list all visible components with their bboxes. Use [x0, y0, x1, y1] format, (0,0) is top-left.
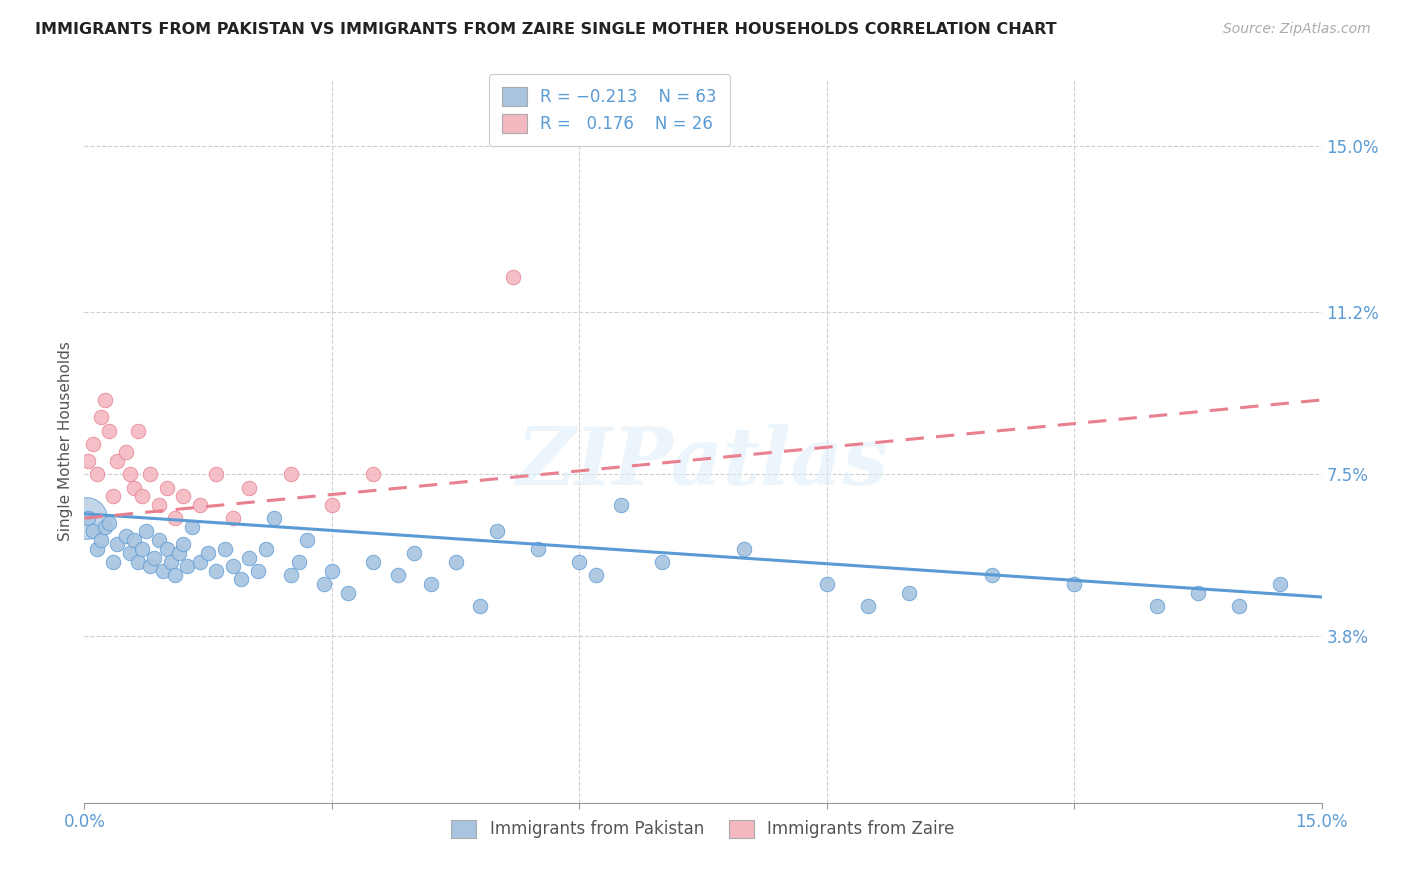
- Point: [77, 454, 100, 468]
- Point: [205, 467, 228, 482]
- Point: [122, 481, 145, 495]
- Point: [98, 516, 121, 530]
- Point: [280, 467, 302, 482]
- Point: [312, 577, 335, 591]
- Point: [280, 568, 302, 582]
- Point: [148, 533, 170, 547]
- Point: [75, 511, 97, 525]
- Point: [288, 555, 311, 569]
- Point: [419, 577, 441, 591]
- Point: [222, 559, 245, 574]
- Point: [118, 546, 141, 560]
- Text: Source: ZipAtlas.com: Source: ZipAtlas.com: [1223, 22, 1371, 37]
- Point: [733, 541, 755, 556]
- Point: [238, 481, 260, 495]
- Point: [1063, 577, 1085, 591]
- Point: [205, 564, 228, 578]
- Point: [387, 568, 409, 582]
- Point: [180, 520, 202, 534]
- Point: [337, 585, 360, 599]
- Point: [103, 555, 125, 569]
- Point: [585, 568, 607, 582]
- Point: [172, 537, 194, 551]
- Point: [131, 489, 153, 503]
- Point: [197, 546, 219, 560]
- Point: [94, 520, 117, 534]
- Point: [105, 537, 128, 551]
- Point: [229, 573, 252, 587]
- Point: [263, 511, 285, 525]
- Point: [815, 577, 838, 591]
- Point: [98, 424, 121, 438]
- Legend: Immigrants from Pakistan, Immigrants from Zaire: Immigrants from Pakistan, Immigrants fro…: [444, 813, 962, 845]
- Point: [118, 467, 141, 482]
- Point: [82, 436, 104, 450]
- Point: [82, 524, 104, 539]
- Point: [254, 541, 277, 556]
- Text: ZIPatlas: ZIPatlas: [517, 425, 889, 502]
- Point: [321, 498, 343, 512]
- Point: [103, 489, 125, 503]
- Point: [214, 541, 236, 556]
- Point: [90, 410, 112, 425]
- Point: [188, 555, 211, 569]
- Point: [188, 498, 211, 512]
- Point: [86, 541, 108, 556]
- Point: [127, 555, 149, 569]
- Point: [143, 550, 166, 565]
- Point: [1187, 585, 1209, 599]
- Point: [1146, 599, 1168, 613]
- Point: [361, 467, 384, 482]
- Point: [404, 546, 426, 560]
- Point: [152, 564, 174, 578]
- Point: [470, 599, 492, 613]
- Point: [90, 533, 112, 547]
- Point: [568, 555, 591, 569]
- Point: [114, 529, 136, 543]
- Point: [222, 511, 245, 525]
- Text: IMMIGRANTS FROM PAKISTAN VS IMMIGRANTS FROM ZAIRE SINGLE MOTHER HOUSEHOLDS CORRE: IMMIGRANTS FROM PAKISTAN VS IMMIGRANTS F…: [35, 22, 1057, 37]
- Point: [856, 599, 879, 613]
- Point: [114, 445, 136, 459]
- Point: [165, 568, 187, 582]
- Point: [980, 568, 1002, 582]
- Y-axis label: Single Mother Households: Single Mother Households: [58, 342, 73, 541]
- Point: [156, 481, 179, 495]
- Point: [148, 498, 170, 512]
- Point: [131, 541, 153, 556]
- Point: [527, 541, 550, 556]
- Point: [444, 555, 467, 569]
- Point: [135, 524, 157, 539]
- Point: [86, 467, 108, 482]
- Point: [609, 498, 631, 512]
- Point: [77, 511, 100, 525]
- Point: [1227, 599, 1250, 613]
- Point: [361, 555, 384, 569]
- Point: [898, 585, 921, 599]
- Point: [156, 541, 179, 556]
- Point: [485, 524, 508, 539]
- Point: [122, 533, 145, 547]
- Point: [176, 559, 198, 574]
- Point: [167, 546, 190, 560]
- Point: [139, 467, 162, 482]
- Point: [94, 392, 117, 407]
- Point: [160, 555, 183, 569]
- Point: [127, 424, 149, 438]
- Point: [238, 550, 260, 565]
- Point: [651, 555, 673, 569]
- Point: [1270, 577, 1292, 591]
- Point: [172, 489, 194, 503]
- Point: [105, 454, 128, 468]
- Point: [295, 533, 318, 547]
- Point: [321, 564, 343, 578]
- Point: [502, 270, 524, 285]
- Point: [165, 511, 187, 525]
- Point: [246, 564, 269, 578]
- Point: [139, 559, 162, 574]
